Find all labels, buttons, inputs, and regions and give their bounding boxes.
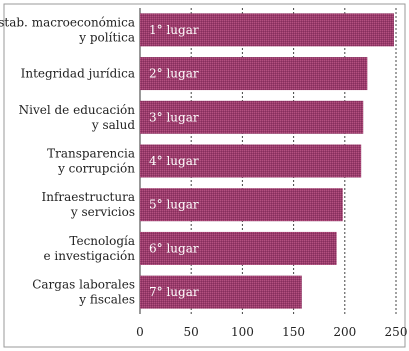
- bar: [140, 57, 368, 91]
- bar: [140, 144, 362, 178]
- category-label: y servicios: [70, 205, 135, 219]
- x-tick-label: 0: [136, 325, 144, 339]
- bar-data-label: 1° lugar: [149, 23, 199, 37]
- bar-data-label: 6° lugar: [149, 241, 199, 255]
- category-label: e investigación: [43, 249, 135, 263]
- x-tick-label: 100: [231, 325, 254, 339]
- category-label: y fiscales: [78, 293, 135, 307]
- bars: 1° lugar 2° lugar 3° lugar 4° lugar 5° lugar…: [140, 13, 394, 309]
- category-label: Estab. macroeconómica: [0, 15, 135, 29]
- bar: [140, 13, 394, 47]
- category-label: y salud: [91, 118, 135, 132]
- category-label: y corrupción: [57, 162, 135, 176]
- bar: [140, 275, 302, 309]
- outer-border: [3, 3, 406, 348]
- category-label: Cargas laborales: [32, 278, 135, 292]
- x-tick-label: 150: [282, 325, 305, 339]
- category-label: Transparencia: [47, 147, 135, 161]
- category-label: Infraestructura: [41, 190, 135, 204]
- category-label: Tecnología: [69, 234, 135, 248]
- x-axis-ticks: 0 50 100 150 200 250: [136, 325, 407, 339]
- bar: [140, 188, 343, 222]
- x-tick-label: 50: [184, 325, 199, 339]
- category-label: Integridad jurídica: [21, 67, 135, 81]
- bar-data-label: 5° lugar: [149, 198, 199, 212]
- bar-data-label: 3° lugar: [149, 110, 199, 124]
- bar-data-label: 2° lugar: [149, 67, 199, 81]
- bar: [140, 100, 364, 134]
- x-tick-label: 200: [333, 325, 356, 339]
- x-tick-label: 250: [385, 325, 408, 339]
- bar-data-label: 7° lugar: [149, 285, 199, 299]
- bar: [140, 231, 337, 265]
- category-label: Nivel de educación: [19, 103, 136, 117]
- bar-data-label: 4° lugar: [149, 154, 199, 168]
- category-label: y política: [78, 30, 135, 44]
